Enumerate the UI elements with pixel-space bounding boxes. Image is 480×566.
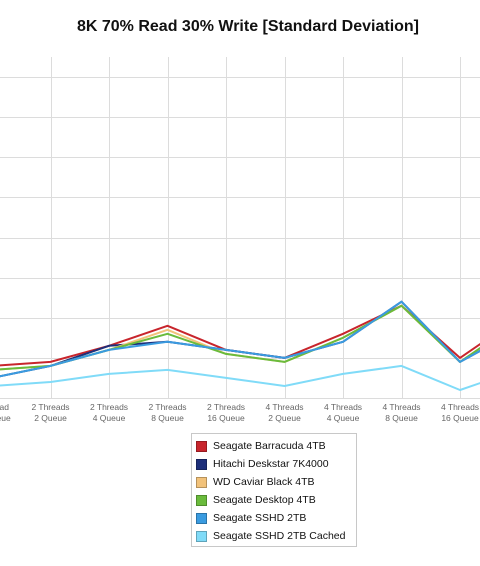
x-tick-label: 2 Threads 8 Queue [148, 402, 186, 423]
x-tick-label-line: 4 Threads [265, 402, 303, 412]
chart-grid [0, 57, 480, 399]
legend-item: Seagate SSHD 2TB Cached [196, 527, 356, 545]
legend-swatch [196, 512, 207, 524]
x-tick-label-line: 2 Queue [34, 413, 67, 423]
x-tick-label: 1 Thread16 Queue [0, 402, 11, 423]
legend-label: Seagate Barracuda 4TB [213, 440, 326, 452]
series-line [0, 300, 480, 378]
legend-swatch [196, 494, 207, 506]
series-line [0, 300, 480, 378]
legend-swatch [196, 476, 207, 488]
legend-item: Seagate Desktop 4TB [196, 491, 356, 509]
chart-series-lines [0, 300, 480, 391]
x-tick-label-line: 2 Threads [207, 402, 245, 412]
x-tick-label-line: 16 Queue [441, 413, 479, 423]
x-tick-label: 4 Threads 8 Queue [382, 402, 420, 423]
x-tick-label-line: 2 Threads [31, 402, 69, 412]
x-tick-label-line: 2 Threads [90, 402, 128, 412]
x-tick-label-line: 4 Threads [441, 402, 479, 412]
x-tick-label: 4 Threads 4 Queue [324, 402, 362, 423]
x-tick-label: 2 Threads 16 Queue [207, 402, 245, 423]
x-tick-label-line: 4 Threads [382, 402, 420, 412]
x-tick-label-line: 4 Queue [327, 413, 360, 423]
legend-swatch [196, 458, 207, 470]
legend-label: Hitachi Deskstar 7K4000 [213, 458, 329, 470]
x-tick-label: 2 Threads 4 Queue [90, 402, 128, 423]
x-tick-label: 4 Threads 16 Queue [441, 402, 479, 423]
x-tick-label-line: 4 Threads [324, 402, 362, 412]
legend-label: Seagate SSHD 2TB Cached [213, 530, 346, 542]
series-line [0, 304, 480, 371]
legend-item: WD Caviar Black 4TB [196, 473, 356, 491]
x-tick-label-line: 8 Queue [385, 413, 418, 423]
x-tick-label: 2 Threads 2 Queue [31, 402, 69, 423]
x-tick-label-line: 16 Queue [0, 413, 11, 423]
x-tick-label-line: 2 Queue [268, 413, 301, 423]
legend-item: Seagate SSHD 2TB [196, 509, 356, 527]
x-tick-label-line: 4 Queue [93, 413, 126, 423]
legend-swatch [196, 530, 207, 542]
chart-title: 8K 70% Read 30% Write [Standard Deviatio… [76, 18, 420, 35]
x-tick-label-line: 8 Queue [151, 413, 184, 423]
x-tick-label-line: 2 Threads [148, 402, 186, 412]
series-line [0, 364, 480, 391]
legend-label: Seagate SSHD 2TB [213, 512, 307, 524]
legend-item: Seagate Barracuda 4TB [196, 437, 356, 455]
legend-swatch [196, 440, 207, 452]
x-tick-label: 4 Threads 2 Queue [265, 402, 303, 423]
series-line [0, 304, 480, 367]
legend-label: WD Caviar Black 4TB [213, 476, 315, 488]
x-tick-label-line: 1 Thread [0, 402, 9, 412]
legend-label: Seagate Desktop 4TB [213, 494, 316, 506]
chart-legend: Seagate Barracuda 4TB Hitachi Deskstar 7K… [191, 433, 357, 547]
legend-item: Hitachi Deskstar 7K4000 [196, 455, 356, 473]
x-tick-label-line: 16 Queue [207, 413, 245, 423]
